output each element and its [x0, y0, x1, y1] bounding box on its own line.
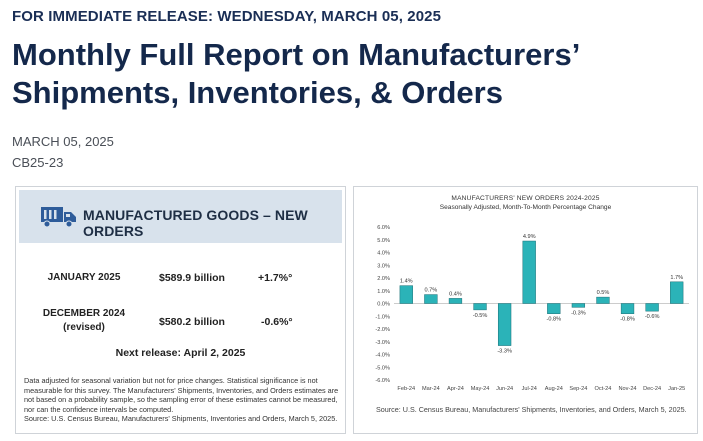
- data-label-May-24: -0.5%: [473, 313, 488, 319]
- chart-title: MANUFACTURERS' NEW ORDERS 2024-2025: [451, 195, 600, 202]
- y-tick-label: 2.0%: [377, 276, 390, 282]
- chart-subtitle: Seasonally Adjusted, Month-To-Month Perc…: [439, 204, 612, 211]
- summary-banner-title: MANUFACTURED GOODS – NEW ORDERS: [83, 207, 308, 239]
- data-label-Sep-24: -0.3%: [571, 310, 586, 316]
- y-tick-label: -3.0%: [375, 340, 390, 346]
- data-label-Oct-24: 0.5%: [597, 290, 610, 296]
- bar-Jul-24: [522, 240, 536, 304]
- x-tick-label-Jul-24: Jul-24: [522, 386, 537, 392]
- row-label-january: JANUARY 2025: [47, 272, 121, 283]
- bar-Nov-24: [620, 303, 635, 314]
- new-orders-bar-chart: 6.0% 5.0% 4.0% 3.0% 2.0% 1.0% 0.0% -1.0% -2.0% -3…: [375, 225, 689, 392]
- row-label-december-revised: (revised): [63, 322, 105, 333]
- data-label-Apr-24: 0.4%: [449, 291, 462, 297]
- release-code: CB25-23: [12, 155, 64, 170]
- x-tick-label-Aug-24: Aug-24: [545, 386, 563, 392]
- y-tick-label: 0.0%: [377, 302, 390, 308]
- x-tick-label-Jun-24: Jun-24: [496, 386, 513, 392]
- bar-Jun-24: [497, 303, 512, 346]
- bar-Jan-25: [670, 281, 684, 304]
- bar-Mar-24: [424, 294, 438, 304]
- x-tick-label-Mar-24: Mar-24: [422, 386, 440, 392]
- new-orders-chart-card[interactable]: MANUFACTURERS' NEW ORDERS 2024-2025 Seas…: [353, 186, 698, 434]
- y-tick-label: 4.0%: [377, 251, 390, 257]
- bar-Feb-24: [399, 285, 413, 304]
- x-tick-label-Sep-24: Sep-24: [569, 386, 587, 392]
- bar-Apr-24: [448, 298, 463, 304]
- y-tick-label: 5.0%: [377, 238, 390, 244]
- footnote-source: Source: U.S. Census Bureau, Manufacturer…: [24, 414, 338, 424]
- release-line: FOR IMMEDIATE RELEASE: WEDNESDAY, MARCH …: [12, 8, 442, 25]
- y-tick-label: -2.0%: [375, 327, 390, 333]
- footnote-text: Data adjusted for seasonal variation but…: [24, 376, 339, 414]
- y-tick-label: -1.0%: [375, 314, 390, 320]
- y-tick-label: 6.0%: [377, 225, 390, 231]
- y-tick-label: 1.0%: [377, 289, 390, 295]
- footnote: Data adjusted for seasonal variation but…: [24, 376, 340, 424]
- release-date: MARCH 05, 2025: [12, 134, 114, 149]
- data-label-Jul-24: 4.9%: [523, 234, 536, 240]
- x-tick-label-May-24: May-24: [471, 386, 490, 392]
- x-tick-label-Apr-24: Apr-24: [447, 386, 464, 392]
- row-change-december: -0.6%°: [261, 316, 293, 328]
- y-tick-label: -4.0%: [375, 353, 390, 359]
- y-tick-label: -6.0%: [375, 378, 390, 384]
- y-tick-label: 3.0%: [377, 263, 390, 269]
- data-label-Mar-24: 0.7%: [425, 288, 438, 294]
- next-release: Next release: April 2, 2025: [115, 347, 246, 359]
- x-tick-label-Feb-24: Feb-24: [397, 386, 415, 392]
- x-tick-label-Oct-24: Oct-24: [595, 386, 612, 392]
- bar-Sep-24: [571, 303, 586, 308]
- data-label-Aug-24: -0.8%: [546, 317, 561, 323]
- data-label-Jun-24: -3.3%: [497, 349, 512, 355]
- new-orders-summary-card[interactable]: MANUFACTURED GOODS – NEW ORDERS JANUARY …: [15, 186, 346, 434]
- chart-source: Source: U.S. Census Bureau, Manufacturer…: [376, 405, 687, 414]
- summary-banner: MANUFACTURED GOODS – NEW ORDERS: [19, 190, 342, 243]
- x-tick-label-Dec-24: Dec-24: [643, 386, 661, 392]
- data-label-Jan-25: 1.7%: [670, 275, 683, 281]
- bar-Aug-24: [547, 303, 561, 314]
- row-value-january: $589.9 billion: [159, 272, 225, 284]
- bar-Oct-24: [596, 296, 610, 304]
- x-tick-label-Nov-24: Nov-24: [619, 386, 637, 392]
- row-label-december: DECEMBER 2024: [42, 308, 126, 319]
- truck-icon: [41, 207, 76, 228]
- data-label-Dec-24: -0.6%: [645, 314, 660, 320]
- bar-Dec-24: [645, 303, 659, 312]
- row-value-december: $580.2 billion: [159, 316, 225, 328]
- x-tick-label-Jan-25: Jan-25: [668, 386, 685, 392]
- y-tick-label: -5.0%: [375, 365, 390, 371]
- bar-May-24: [473, 303, 487, 311]
- data-label-Nov-24: -0.8%: [620, 317, 635, 323]
- row-change-january: +1.7%°: [258, 272, 293, 284]
- page-title: Monthly Full Report on Manufacturers’ Sh…: [12, 37, 579, 110]
- data-label-Feb-24: 1.4%: [400, 279, 413, 285]
